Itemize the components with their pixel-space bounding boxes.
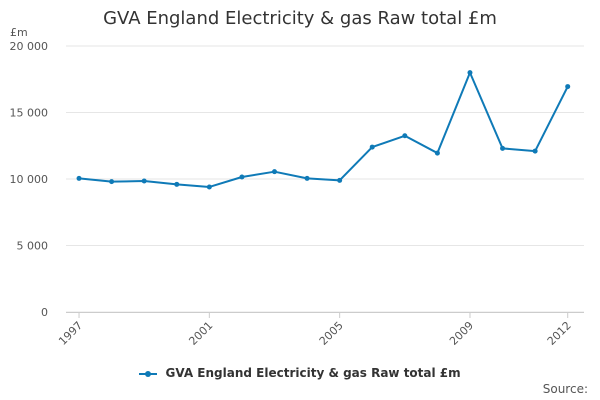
legend-label: GVA England Electricity & gas Raw total …	[165, 366, 461, 380]
data-point[interactable]	[402, 133, 408, 139]
x-tick-label: 1997	[56, 319, 85, 348]
y-tick-label: 15 000	[10, 107, 49, 120]
data-point[interactable]	[434, 150, 440, 156]
legend[interactable]: GVA England Electricity & gas Raw total …	[0, 366, 600, 380]
data-point[interactable]	[141, 178, 147, 184]
y-tick-label: 5 000	[17, 240, 49, 253]
data-point[interactable]	[369, 144, 375, 150]
data-point[interactable]	[304, 175, 310, 181]
axes: 0 5 000 10 000 15 000 20 000 1997 2001 2005 2009…	[10, 40, 584, 348]
series-line	[78, 71, 569, 188]
data-point[interactable]	[76, 175, 82, 181]
data-point[interactable]	[500, 145, 506, 151]
data-point[interactable]	[206, 184, 212, 190]
source-label: Source:	[542, 382, 588, 396]
data-point[interactable]	[239, 174, 245, 180]
data-point[interactable]	[565, 84, 571, 90]
x-tick-label: 2001	[186, 319, 215, 348]
data-point[interactable]	[174, 181, 180, 187]
series-layer	[76, 70, 571, 190]
legend-swatch	[139, 368, 158, 380]
data-point[interactable]	[467, 70, 473, 76]
data-point[interactable]	[532, 148, 538, 154]
x-tick-label: 2005	[317, 319, 346, 348]
x-tick-label: 2009	[447, 319, 476, 348]
data-point[interactable]	[272, 169, 278, 175]
x-tick-label: 2012	[545, 319, 574, 348]
y-tick-label: 0	[41, 306, 48, 319]
data-point[interactable]	[109, 179, 115, 185]
chart-title: GVA England Electricity & gas Raw total …	[103, 8, 497, 29]
y-tick-label: 20 000	[10, 40, 49, 53]
y-axis-unit-label: £m	[10, 26, 28, 39]
y-tick-label: 10 000	[10, 173, 49, 186]
data-point[interactable]	[337, 177, 343, 183]
